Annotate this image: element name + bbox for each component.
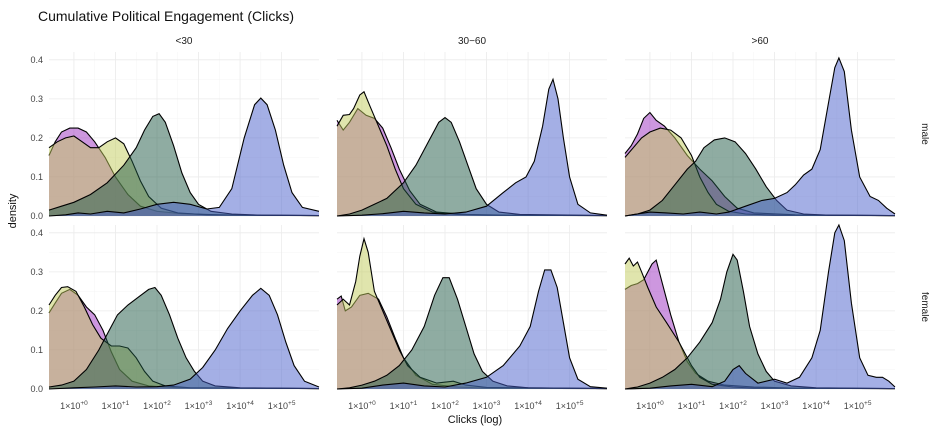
y-tick-label: 0.3 <box>30 94 43 104</box>
x-tick-label: 1×10+0 <box>60 400 88 411</box>
x-tick-label: 1×10+1 <box>678 400 706 411</box>
x-tick-label: 1×10+5 <box>268 400 296 411</box>
x-tick-label: 1×10+1 <box>390 400 418 411</box>
x-tick-label: 1×10+4 <box>802 400 830 411</box>
y-tick-label: 0.1 <box>30 172 43 182</box>
density-area <box>337 91 607 216</box>
y-tick-label: 0.0 <box>30 211 43 221</box>
x-tick-label: 1×10+5 <box>844 400 872 411</box>
x-tick-label: 1×10+3 <box>761 400 789 411</box>
y-tick-label: 0.0 <box>30 384 43 394</box>
x-tick-label: 1×10+5 <box>556 400 584 411</box>
facet-panel <box>336 52 608 217</box>
x-tick-label: 1×10+3 <box>473 400 501 411</box>
facet-label-col: 30−60 <box>458 36 487 47</box>
density-area <box>337 238 607 389</box>
density-area <box>337 117 607 216</box>
density-area <box>337 79 607 216</box>
density-area <box>337 269 607 389</box>
x-axis-title: Clicks (log) <box>448 414 502 426</box>
y-tick-label: 0.1 <box>30 345 43 355</box>
density-area <box>625 258 895 389</box>
facet-panel: 0.0 0.1 0.2 0.3 0.4 1×10+0 1×10+1 1×10+2 1×10+3 1… <box>30 225 320 411</box>
facet-panel: 1×10+0 1×10+1 1×10+2 1×10+3 1×10+4 1×10+5 <box>624 223 896 411</box>
density-area <box>49 288 319 389</box>
density-area <box>625 225 895 389</box>
facet-panel: 1×10+0 1×10+1 1×10+2 1×10+3 1×10+4 1×10+5 <box>336 225 608 411</box>
facet-label-row: female <box>919 292 929 322</box>
facet-panel <box>624 52 896 217</box>
density-line <box>48 97 320 217</box>
x-tick-label: 1×10+0 <box>348 400 376 411</box>
density-area <box>625 57 895 217</box>
y-tick-label: 0.3 <box>30 267 43 277</box>
density-line <box>624 56 896 217</box>
x-tick-label: 1×10+0 <box>636 400 664 411</box>
chart-title: Cumulative Political Engagement (Clicks) <box>38 8 294 24</box>
x-tick-label: 1×10+3 <box>185 400 213 411</box>
density-area <box>49 98 319 216</box>
facet-panel: 0.0 0.1 0.2 0.3 0.4 <box>30 52 320 221</box>
x-tick-label: 1×10+2 <box>431 400 459 411</box>
density-area <box>49 287 319 389</box>
facet-label-row: male <box>919 123 929 145</box>
x-tick-label: 1×10+4 <box>514 400 542 411</box>
x-tick-label: 1×10+2 <box>719 400 747 411</box>
density-line <box>624 223 896 390</box>
facet-label-col: >60 <box>752 36 769 47</box>
density-area <box>625 254 895 389</box>
y-tick-label: 0.4 <box>30 228 43 238</box>
y-tick-label: 0.2 <box>30 133 43 143</box>
x-tick-label: 1×10+1 <box>102 400 130 411</box>
x-tick-label: 1×10+2 <box>143 400 171 411</box>
density-line <box>48 287 320 390</box>
density-area <box>49 113 319 216</box>
facet-label-col: <30 <box>176 36 193 47</box>
y-tick-label: 0.2 <box>30 306 43 316</box>
density-line <box>336 269 608 390</box>
density-area <box>337 277 607 389</box>
density-line <box>336 77 608 217</box>
x-tick-label: 1×10+4 <box>226 400 254 411</box>
y-tick-label: 0.4 <box>30 55 43 65</box>
y-axis-title: density <box>7 193 19 228</box>
